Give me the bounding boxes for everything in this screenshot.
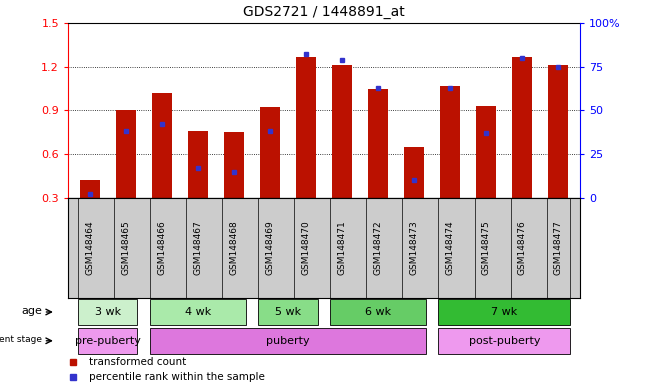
Text: GSM148467: GSM148467	[193, 220, 202, 275]
Text: 4 wk: 4 wk	[185, 307, 211, 317]
Text: GSM148469: GSM148469	[266, 220, 274, 275]
Text: transformed count: transformed count	[89, 358, 186, 367]
Text: GSM148473: GSM148473	[410, 220, 419, 275]
Bar	[330, 299, 426, 325]
Bar	[260, 108, 280, 198]
Bar	[80, 180, 100, 198]
Text: development stage: development stage	[0, 335, 42, 344]
Bar	[548, 65, 568, 198]
Text: percentile rank within the sample: percentile rank within the sample	[89, 372, 264, 382]
Bar	[368, 89, 388, 198]
Text: GSM148477: GSM148477	[554, 220, 563, 275]
Title: GDS2721 / 1448891_at: GDS2721 / 1448891_at	[243, 5, 405, 19]
Text: puberty: puberty	[266, 336, 310, 346]
Text: 7 wk: 7 wk	[491, 307, 517, 317]
Text: 5 wk: 5 wk	[275, 307, 301, 317]
Text: post-puberty: post-puberty	[469, 336, 540, 346]
Bar	[150, 328, 426, 354]
Bar	[78, 299, 137, 325]
Bar	[296, 56, 316, 198]
Bar	[476, 106, 496, 198]
Text: 3 wk: 3 wk	[95, 307, 121, 317]
Text: GSM148471: GSM148471	[338, 220, 347, 275]
Text: GSM148465: GSM148465	[121, 220, 130, 275]
Text: GSM148472: GSM148472	[374, 220, 382, 275]
Bar	[258, 299, 318, 325]
Text: GSM148476: GSM148476	[518, 220, 527, 275]
Text: GSM148475: GSM148475	[481, 220, 491, 275]
Text: GSM148464: GSM148464	[85, 220, 94, 275]
Text: GSM148474: GSM148474	[446, 220, 455, 275]
Bar	[152, 93, 172, 198]
Bar	[116, 111, 135, 198]
Bar	[78, 328, 137, 354]
Bar	[150, 299, 246, 325]
Text: GSM148470: GSM148470	[301, 220, 310, 275]
Text: 6 wk: 6 wk	[365, 307, 391, 317]
Bar	[513, 56, 532, 198]
Text: GSM148468: GSM148468	[229, 220, 238, 275]
Bar	[332, 65, 352, 198]
Text: pre-puberty: pre-puberty	[75, 336, 141, 346]
Text: age: age	[21, 306, 42, 316]
Bar	[440, 86, 460, 198]
Bar	[188, 131, 208, 198]
Bar	[439, 299, 570, 325]
Bar	[224, 132, 244, 198]
Bar	[404, 147, 424, 198]
Text: GSM148466: GSM148466	[157, 220, 167, 275]
Bar	[439, 328, 570, 354]
